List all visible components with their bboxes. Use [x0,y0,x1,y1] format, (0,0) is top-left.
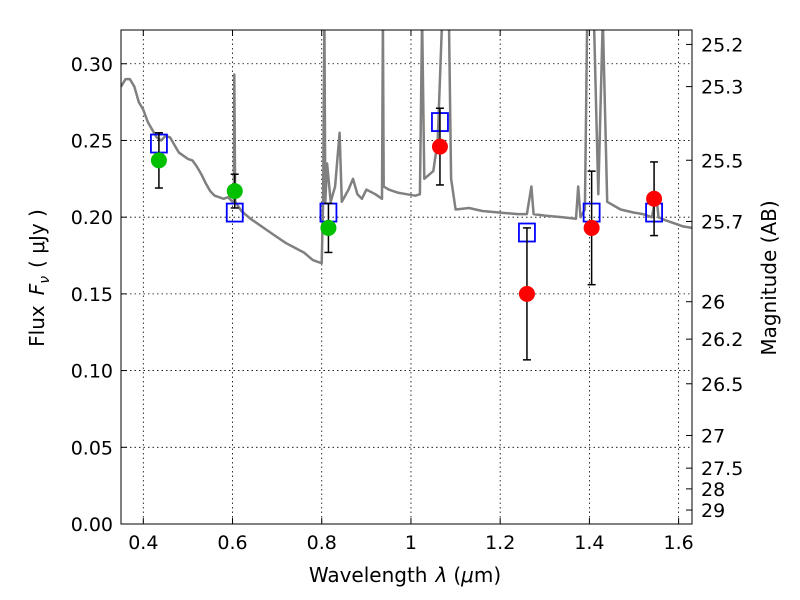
y2-tick-label: 27 [701,425,725,447]
y-axis-label-symbol: F [25,283,49,295]
x-axis-label-text: Wavelength [309,563,428,587]
y2-axis-label: Magnitude (AB) [757,200,781,355]
y2-tick-label: 29 [701,500,725,522]
observed-flux-point [320,219,337,236]
observed-flux-point [150,152,167,169]
x-tick-label: 1 [405,532,417,554]
observed-flux-point [431,138,448,155]
x-axis-label-unit-open: ( [453,563,461,587]
x-axis-label-unit-mu: μ [460,563,474,587]
y-tick-label: 0.05 [71,437,113,459]
model-spectrum-line [121,30,692,265]
observed-flux-point [583,219,600,236]
x-tick-label: 0.6 [217,532,247,554]
y-tick-label: 0.15 [71,284,113,306]
x-tick-label: 0.4 [128,532,158,554]
x-axis-label: Wavelength λ (μm) [309,563,501,587]
observed-flux-point [518,285,535,302]
y-axis-label-text: Flux [25,305,49,347]
y2-tick-label: 26 [701,292,725,314]
x-axis-label-unit-rest: m) [474,563,501,587]
axis-ticks: 0.4 0.6 0.8 1 1.2 1.4 1.6 0.00 0.05 0.10 0.15 0.20 0… [71,30,743,554]
plot-area [121,30,692,361]
plot-frame [120,29,693,525]
y-tick-label: 0.25 [71,130,113,152]
x-axis-label-symbol: λ [434,563,447,587]
y-tick-label: 0.20 [71,207,113,229]
observed-flux-point [646,190,663,207]
y-tick-label: 0.00 [71,514,113,536]
y-tick-label: 0.30 [71,54,113,76]
y2-tick-label: 28 [701,479,725,501]
observed-flux-point [226,183,243,200]
y-axis-label-subscript: ν [37,276,53,284]
y2-tick-label: 25.3 [701,77,743,99]
grid-lines [121,30,692,525]
y2-tick-label: 27.5 [701,458,743,480]
x-tick-label: 1.2 [485,532,515,554]
y2-tick-label: 26.5 [701,374,743,396]
x-tick-label: 1.6 [664,532,694,554]
y2-tick-label: 25.2 [701,34,743,56]
y2-tick-label: 26.2 [701,329,743,351]
x-tick-label: 0.8 [307,532,337,554]
x-tick-label: 1.4 [574,532,604,554]
plot-series [121,30,692,361]
y-axis-label: Flux Fν ( μJy ) [25,209,53,347]
y2-tick-label: 25.7 [701,211,743,233]
y-tick-label: 0.10 [71,361,113,383]
y2-tick-label: 25.5 [701,150,743,172]
y-axis-label-unit: ( μJy ) [25,209,49,268]
